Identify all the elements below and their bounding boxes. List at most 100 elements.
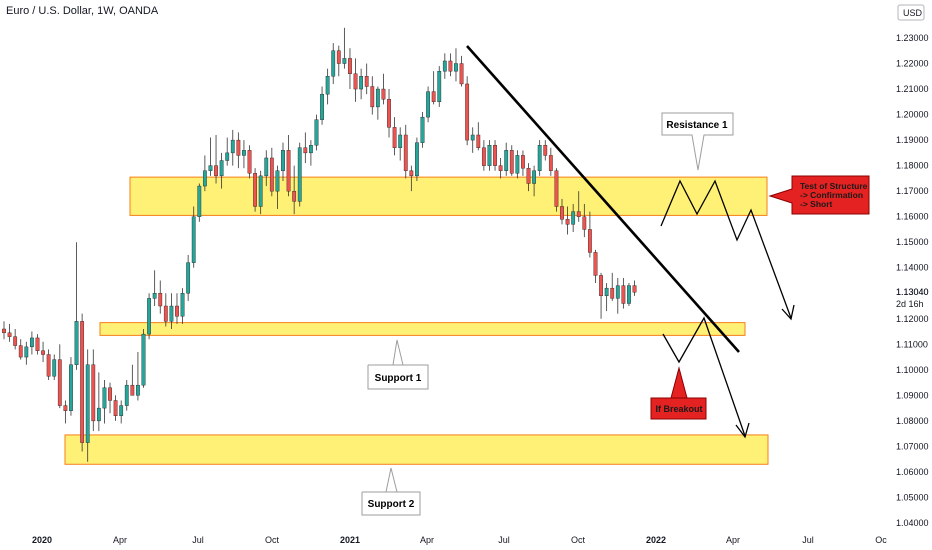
candle-body	[331, 50, 336, 77]
candle-body	[52, 359, 57, 377]
candle-body	[593, 252, 598, 276]
projection-path-breakout	[662, 316, 746, 437]
test-of-structure-callout	[768, 175, 870, 215]
candle-body	[576, 211, 581, 217]
candle-body	[381, 88, 386, 100]
time-tick-label: 2020	[32, 535, 52, 545]
time-tick-label: Oc	[875, 535, 887, 545]
candle-body	[96, 407, 101, 422]
candle-body	[521, 155, 525, 169]
candle-body	[169, 305, 174, 322]
candle-body	[147, 298, 151, 335]
candle-body	[7, 332, 12, 337]
candle-body	[91, 364, 96, 422]
candle-body	[470, 134, 475, 141]
candle-body	[582, 216, 587, 230]
candle-body	[615, 285, 620, 299]
candle-body	[264, 157, 269, 177]
candle-body	[2, 328, 6, 334]
candle-body	[398, 134, 403, 148]
candle-body	[130, 384, 135, 396]
candle-body	[180, 293, 185, 317]
candle-body	[46, 354, 51, 377]
price-tick-label: 1.21000	[896, 84, 929, 94]
candle-body	[41, 350, 45, 355]
candle-body	[309, 145, 313, 154]
if-breakout-callout	[650, 366, 707, 420]
drawings-layer	[466, 45, 795, 439]
candle-body	[152, 293, 157, 299]
candle-body	[85, 364, 90, 443]
test-of-structure-label: Test of Structure	[800, 181, 868, 191]
price-tick-label: 1.07000	[896, 441, 929, 451]
price-tick-label: 1.05000	[896, 492, 929, 502]
candle-body	[119, 405, 124, 416]
candle-body	[242, 150, 246, 156]
candle-body	[24, 346, 29, 358]
candle-body	[420, 116, 425, 143]
candle-body	[487, 145, 492, 166]
last-price-label: 1.13040	[896, 287, 929, 297]
support-1-label: Support 1	[375, 373, 422, 384]
price-axis: 1.23000 1.22000 1.21000 1.20000 1.19000 1.180…	[896, 4, 929, 528]
candle-body	[604, 287, 609, 297]
price-tick-label: 1.06000	[896, 467, 929, 477]
candle-body	[102, 387, 107, 409]
candle-body	[297, 147, 302, 202]
candle-body	[230, 139, 235, 154]
currency-button[interactable]	[897, 4, 925, 21]
candle-body	[320, 93, 324, 120]
candle-body	[269, 157, 274, 192]
price-tick-label: 1.19000	[896, 135, 929, 145]
candle-body	[415, 142, 419, 177]
price-tick-label: 1.12000	[896, 314, 929, 324]
candle-body	[364, 76, 369, 87]
price-tick-label: 1.10000	[896, 365, 929, 375]
currency-label: USD	[903, 8, 923, 18]
candle-body	[426, 91, 430, 118]
candle-body	[219, 160, 224, 177]
candle-body	[325, 76, 330, 95]
candle-body	[348, 58, 352, 74]
candle-body	[504, 150, 509, 171]
candle-body	[236, 139, 241, 156]
price-tick-label: 1.11000	[896, 339, 928, 349]
candle-body	[80, 321, 85, 443]
candle-body	[560, 206, 564, 220]
candle-body	[74, 321, 79, 365]
candle-body	[554, 170, 559, 207]
candle-body	[431, 91, 436, 103]
support-2-zone	[64, 434, 769, 465]
candle-body	[253, 173, 257, 207]
candle-body	[281, 150, 285, 171]
candle-body	[353, 73, 358, 90]
candle-body	[532, 170, 537, 184]
candle-body	[214, 165, 218, 177]
time-tick-label: 2022	[646, 535, 666, 545]
price-tick-label: 1.23000	[896, 33, 929, 43]
candle-body	[387, 99, 391, 128]
candle-body	[275, 170, 280, 192]
time-tick-label: Apr	[113, 535, 127, 545]
candle-body	[191, 216, 196, 263]
candle-body	[208, 165, 213, 171]
candle-body	[108, 387, 112, 401]
candle-body	[225, 152, 230, 161]
price-tick-label: 1.08000	[896, 416, 929, 426]
candle-body	[476, 134, 481, 148]
candle-body	[158, 293, 163, 307]
candle-body	[163, 305, 168, 322]
candle-body	[57, 359, 62, 406]
chart-title: Euro / U.S. Dollar, 1W, OANDA	[6, 5, 159, 17]
candle-body	[141, 333, 146, 386]
candle-body	[509, 150, 514, 174]
candle-body	[621, 285, 626, 304]
if-breakout-label: If Breakout	[655, 404, 702, 414]
support-2-label: Support 2	[368, 499, 415, 510]
arrowhead-icon	[781, 304, 795, 321]
candle-body	[392, 127, 397, 148]
time-tick-label: Oct	[265, 535, 280, 545]
candle-body	[69, 364, 73, 411]
time-tick-label: Jul	[802, 535, 814, 545]
